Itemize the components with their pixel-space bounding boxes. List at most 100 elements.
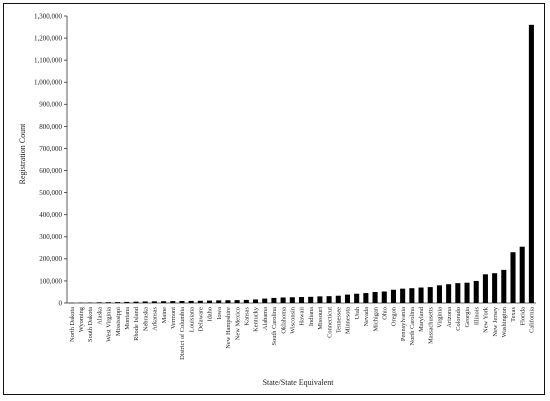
bar xyxy=(372,291,378,303)
x-tick-label: Virginia xyxy=(437,307,444,328)
x-tick-label: Delaware xyxy=(198,307,205,332)
y-tick-label: 900,000 xyxy=(39,101,62,109)
bar xyxy=(354,293,360,303)
x-tick-label: District of Columbia xyxy=(179,307,186,360)
bar xyxy=(271,297,277,303)
bar xyxy=(436,285,442,303)
bar xyxy=(234,300,240,303)
x-tick-label: West Virginia xyxy=(106,307,113,342)
bar xyxy=(455,283,461,303)
bar xyxy=(335,295,341,303)
y-tick-label: 300,000 xyxy=(39,233,62,241)
x-tick-label: Nebraska xyxy=(142,307,149,331)
y-tick-label: 0 xyxy=(59,299,63,307)
bar xyxy=(482,274,488,303)
x-tick-label: Alabama xyxy=(262,307,269,330)
bar xyxy=(363,293,369,303)
x-tick-label: California xyxy=(529,307,536,333)
bar xyxy=(519,246,525,303)
x-tick-label: Ohio xyxy=(381,307,388,320)
x-tick-label: South Carolina xyxy=(271,307,278,346)
bar xyxy=(492,273,498,303)
bar xyxy=(280,297,286,303)
x-tick-label: Mississippi xyxy=(115,307,122,336)
y-tick-label: 500,000 xyxy=(39,189,62,197)
x-tick-label: South Dakota xyxy=(87,307,94,342)
bar xyxy=(298,297,305,303)
bar xyxy=(317,296,323,303)
x-tick-label: Maryland xyxy=(418,306,425,332)
bar xyxy=(308,296,314,303)
x-tick-label: Maine xyxy=(161,307,168,323)
x-tick-label: Tennessee xyxy=(335,307,342,333)
bar xyxy=(344,294,351,303)
bar xyxy=(142,301,148,303)
y-tick-label: 200,000 xyxy=(39,255,62,263)
x-tick-label: Alaska xyxy=(96,307,103,325)
bar xyxy=(473,280,479,303)
y-tick-label: 100,000 xyxy=(39,277,62,285)
x-tick-label: Montana xyxy=(124,307,131,330)
bar xyxy=(170,301,176,303)
x-tick-label: Connecticut xyxy=(326,307,333,338)
x-tick-label: Pennsylvania xyxy=(400,307,407,341)
y-tick-label: 400,000 xyxy=(39,211,62,219)
y-tick-label: 1,300,000 xyxy=(34,12,63,20)
bar xyxy=(427,287,433,303)
bar xyxy=(252,299,259,303)
bar xyxy=(464,282,470,303)
x-tick-label: Washington xyxy=(501,306,508,337)
bar xyxy=(262,298,268,303)
x-tick-label: Florida xyxy=(519,307,526,326)
x-tick-label: Missouri xyxy=(317,307,324,330)
x-tick-label: Hawaii xyxy=(299,307,306,326)
x-tick-label: New Hampshire xyxy=(225,307,232,349)
x-tick-label: Louisiana xyxy=(188,307,195,332)
x-tick-label: Vermont xyxy=(170,307,177,329)
bar xyxy=(446,284,452,303)
bar xyxy=(115,302,121,303)
x-tick-label: Oklahoma xyxy=(280,307,287,334)
bar xyxy=(409,288,415,303)
bar xyxy=(161,301,167,303)
x-tick-label: New Jersey xyxy=(492,306,499,336)
bar xyxy=(96,302,102,303)
x-tick-label: Wyoming xyxy=(78,306,85,332)
x-tick-label: North Carolina xyxy=(409,307,416,346)
chart-frame: Registration Count State/State Equivalen… xyxy=(3,3,545,395)
bar xyxy=(501,269,507,303)
x-tick-label: Utah xyxy=(354,306,361,319)
x-tick-label: Colorado xyxy=(455,307,462,331)
x-tick-label: Georgia xyxy=(464,307,471,328)
bar xyxy=(326,296,332,303)
bar xyxy=(197,300,203,303)
x-tick-label: Arizona xyxy=(446,307,453,328)
x-tick-label: New Mexico xyxy=(234,307,241,340)
bar xyxy=(225,300,231,303)
x-axis-title: State/State Equivalent xyxy=(263,378,335,387)
x-tick-label: Idaho xyxy=(207,307,214,322)
x-tick-label: North Dakota xyxy=(69,307,76,342)
x-tick-label: Iowa xyxy=(216,307,223,320)
bar xyxy=(216,300,222,303)
x-tick-label: Michigan xyxy=(372,306,379,331)
y-tick-label: 1,200,000 xyxy=(34,34,63,42)
x-tick-label: Texas xyxy=(510,306,517,321)
bar xyxy=(381,291,387,303)
x-tick-label: Minnesota xyxy=(345,307,352,334)
x-tick-label: Illinois xyxy=(473,306,480,325)
y-tick-label: 1,100,000 xyxy=(34,57,63,65)
bar xyxy=(188,300,194,303)
x-tick-label: Indiana xyxy=(308,307,315,326)
bar xyxy=(390,289,396,303)
x-tick-label: Kentucky xyxy=(253,306,260,332)
x-tick-label: Kansas xyxy=(244,306,251,325)
y-tick-label: 600,000 xyxy=(39,167,62,175)
x-tick-label: Rhode Island xyxy=(133,306,140,341)
x-tick-label: Arkansas xyxy=(152,306,159,330)
bar xyxy=(151,301,157,303)
bar xyxy=(207,300,213,303)
bar xyxy=(289,297,295,303)
x-tick-label: Oregon xyxy=(391,306,398,326)
bar xyxy=(418,287,424,303)
